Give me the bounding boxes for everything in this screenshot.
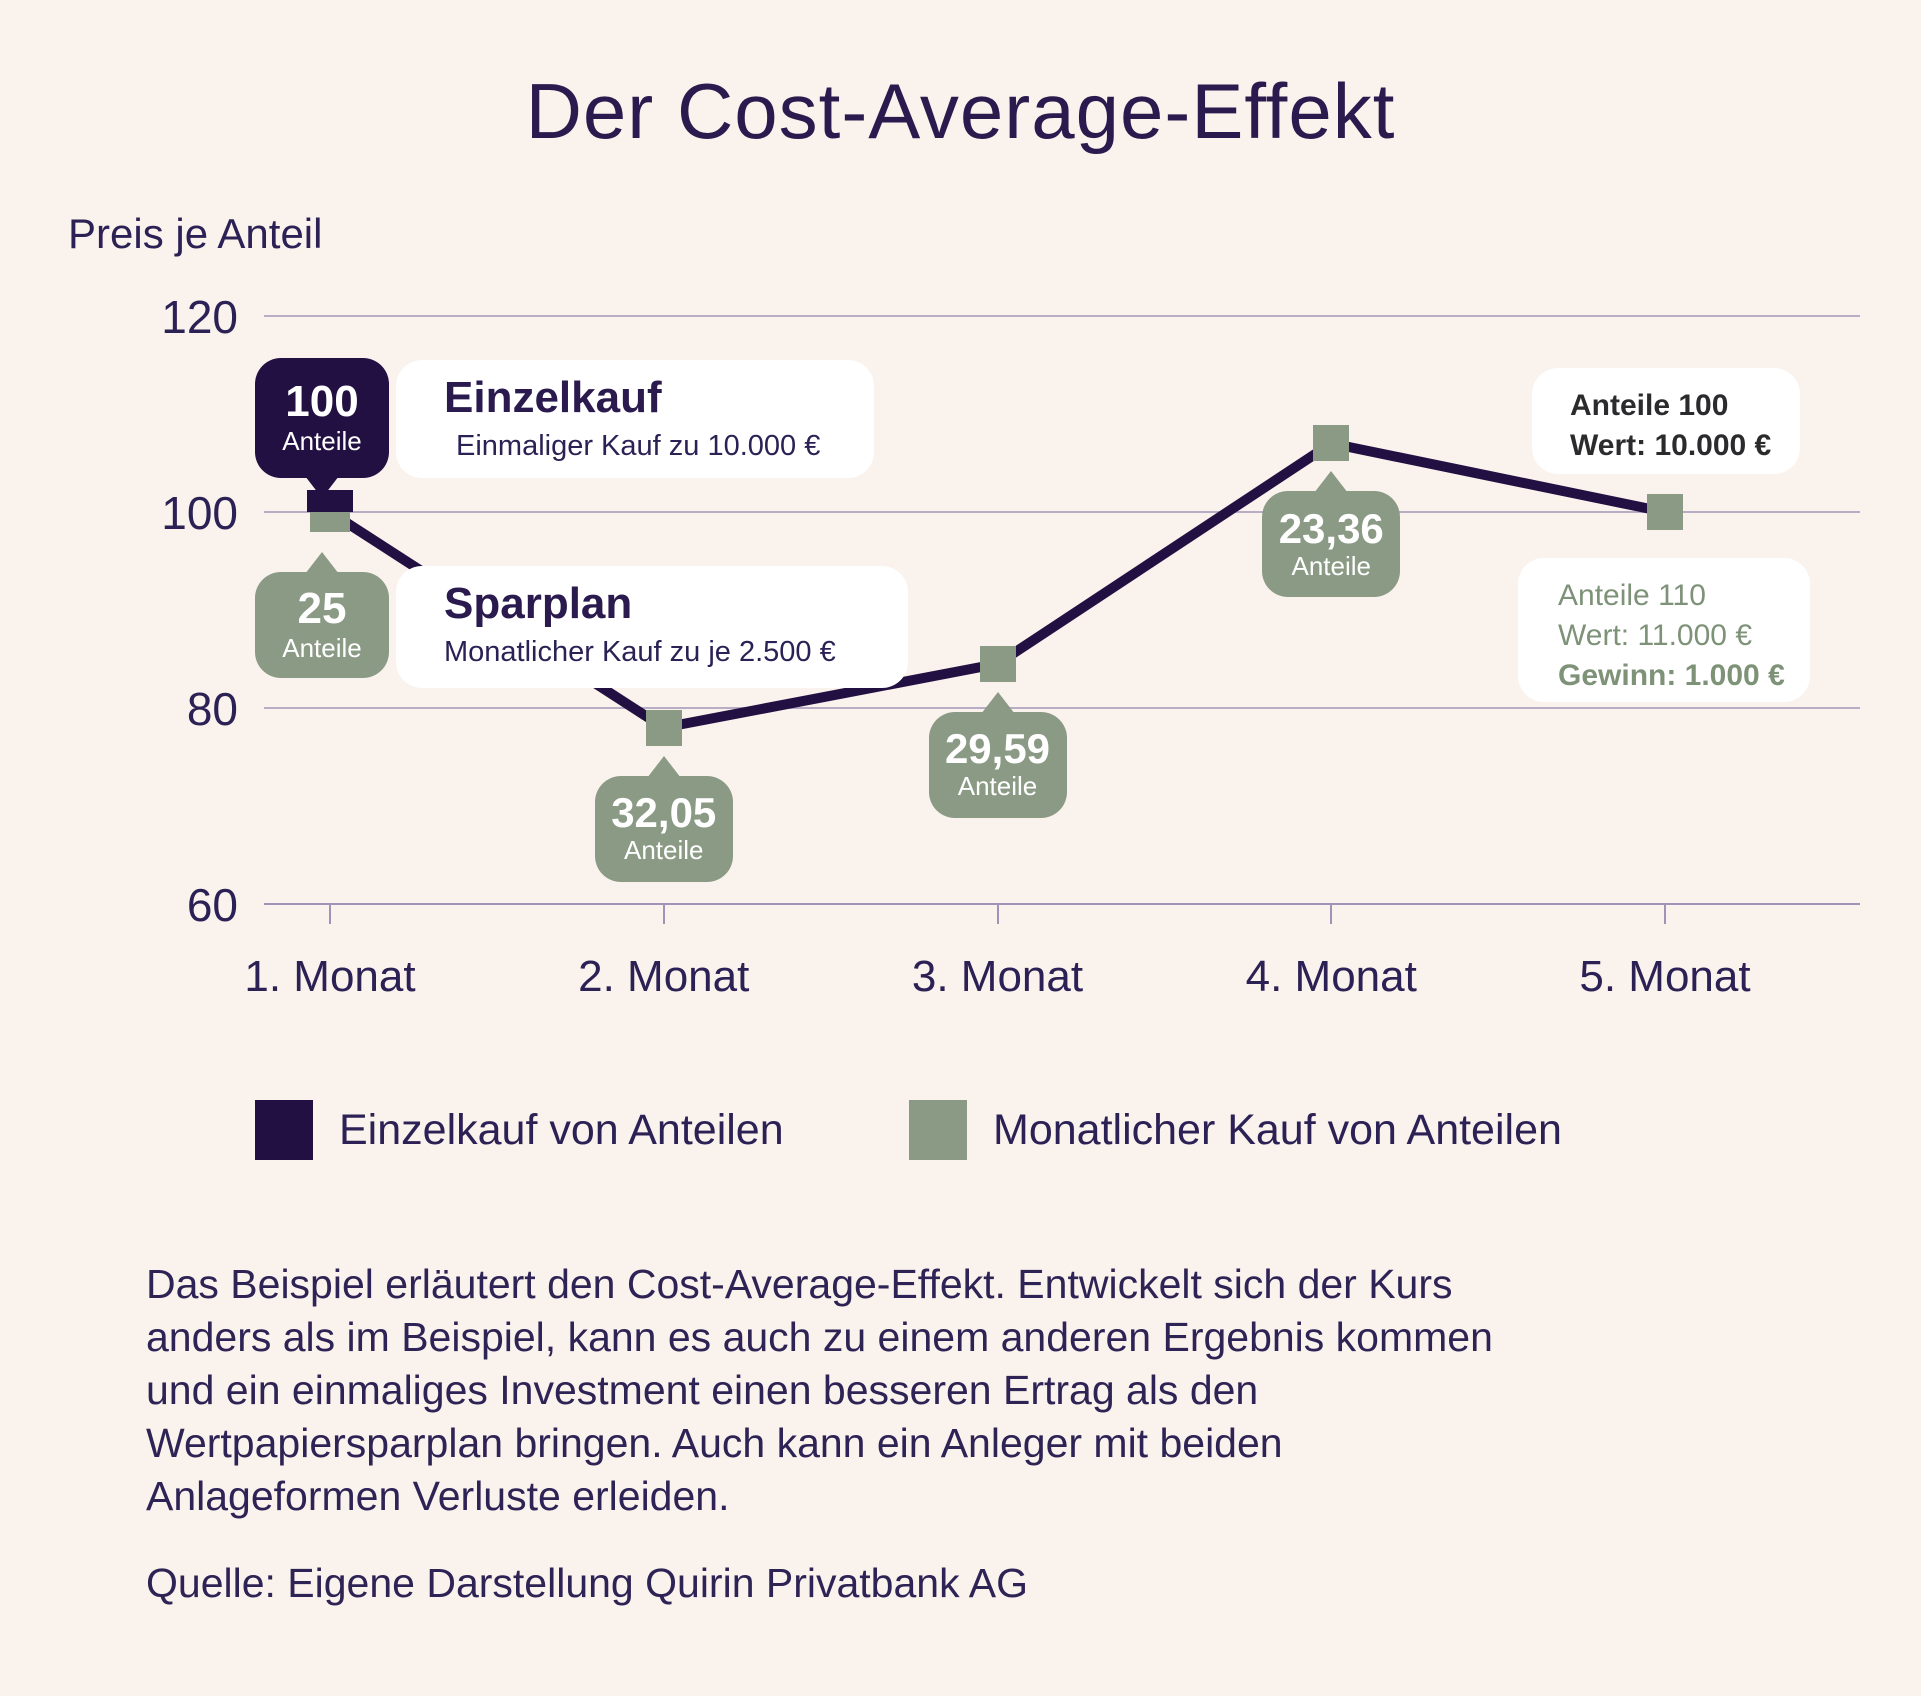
legend-item-sparplan: Monatlicher Kauf von Anteilen xyxy=(909,1100,1562,1160)
month-label-5: 5. Monat xyxy=(1579,952,1751,1001)
sparplan-subtitle: Monatlicher Kauf zu je 2.500 € xyxy=(444,636,836,669)
einzelkauf-title: Einzelkauf xyxy=(444,373,662,422)
sparplan-marker-3 xyxy=(979,645,1016,682)
einzelkauf-info-box: Einzelkauf Einmaliger Kauf zu 10.000 € xyxy=(396,360,874,478)
gridline-80 xyxy=(264,707,1860,709)
badge-pointer-icon xyxy=(305,552,339,574)
y-tick-label-80: 80 xyxy=(186,683,238,735)
monat3-anteile-value: 29,59 xyxy=(944,725,1051,773)
einzelkauf-subtitle: Einmaliger Kauf zu 10.000 € xyxy=(456,430,821,463)
einzelkauf-anteile-value: 100 xyxy=(285,377,359,427)
gridline-100 xyxy=(264,511,1860,513)
result-sparplan-gewinn: Gewinn: 1.000 € xyxy=(1558,659,1785,692)
sparplan-marker-5 xyxy=(1647,494,1683,530)
sparplan-anteile-unit: Anteile xyxy=(282,632,362,663)
y-tick-label-100: 100 xyxy=(161,487,238,539)
disclaimer-paragraph: Das Beispiel erläutert den Cost-Average-… xyxy=(146,1261,1493,1519)
result-sparplan-box: Anteile 110 Wert: 11.000 € Gewinn: 1.000… xyxy=(1518,558,1810,702)
sparplan-marker-4 xyxy=(1313,425,1350,462)
monat4-anteile-badge: 23,36 Anteile xyxy=(1262,471,1401,598)
result-sparplan-anteile: Anteile 110 xyxy=(1558,579,1706,612)
result-sparplan-wert: Wert: 11.000 € xyxy=(1558,619,1753,652)
legend-label-einzelkauf: Einzelkauf von Anteilen xyxy=(339,1105,784,1154)
monat3-anteile-unit: Anteile xyxy=(957,771,1038,802)
sparplan-marker-2 xyxy=(645,709,682,746)
einzelkauf-swatch-icon xyxy=(255,1100,313,1160)
month-label-2: 2. Monat xyxy=(578,952,750,1001)
result-einzelkauf-wert: Wert: 10.000 € xyxy=(1570,429,1772,462)
sparplan-swatch-icon xyxy=(909,1100,967,1160)
badge-pointer-icon xyxy=(305,476,339,498)
monat2-anteile-unit: Anteile xyxy=(624,835,704,866)
monat4-anteile-value: 23,36 xyxy=(1278,504,1384,552)
sparplan-title: Sparplan xyxy=(444,579,633,628)
y-tick-label-120: 120 xyxy=(161,291,238,343)
monat3-anteile-badge: 29,59 Anteile xyxy=(928,691,1067,818)
month-label-4: 4. Monat xyxy=(1245,952,1417,1001)
result-einzelkauf-anteile: Anteile 100 xyxy=(1570,389,1729,422)
badge-pointer-icon xyxy=(1314,471,1349,494)
x-tick-4 xyxy=(1330,904,1333,924)
einzelkauf-anteile-badge: 100 Anteile xyxy=(255,358,389,498)
sparplan-info-box: Sparplan Monatlicher Kauf zu je 2.500 € xyxy=(396,566,908,688)
monat2-anteile-value: 32,05 xyxy=(611,788,717,836)
result-einzelkauf-box: Anteile 100 Wert: 10.000 € xyxy=(1532,368,1800,474)
source-line: Quelle: Eigene Darstellung Quirin Privat… xyxy=(146,1560,1028,1606)
sparplan-anteile-badge: 25 Anteile xyxy=(255,552,389,678)
x-tick-3 xyxy=(996,904,999,924)
badge-pointer-icon xyxy=(980,691,1015,714)
sparplan-marker-1 xyxy=(310,512,350,532)
x-tick-1 xyxy=(329,904,331,924)
month-label-1: 1. Monat xyxy=(244,952,416,1001)
legend-label-sparplan: Monatlicher Kauf von Anteilen xyxy=(993,1105,1562,1154)
gridline-60 xyxy=(264,903,1860,905)
monat2-anteile-badge: 32,05 Anteile xyxy=(594,755,733,882)
legend-item-einzelkauf: Einzelkauf von Anteilen xyxy=(255,1100,784,1160)
gridline-120 xyxy=(264,315,1860,317)
y-tick-label-60: 60 xyxy=(186,879,238,931)
x-tick-2 xyxy=(662,904,665,924)
sparplan-anteile-value: 25 xyxy=(297,584,347,634)
einzelkauf-anteile-unit: Anteile xyxy=(282,425,362,456)
month-label-3: 3. Monat xyxy=(911,952,1084,1001)
y-axis-title: Preis je Anteil xyxy=(68,210,323,257)
page-title: Der Cost-Average-Effekt xyxy=(525,67,1396,155)
x-tick-5 xyxy=(1664,904,1666,924)
badge-pointer-icon xyxy=(646,755,681,778)
monat4-anteile-unit: Anteile xyxy=(1291,550,1372,581)
